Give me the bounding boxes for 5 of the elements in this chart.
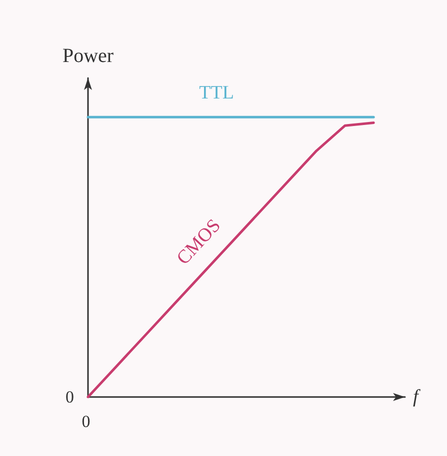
x-axis-title: f [413,386,421,408]
series-label: TTL [199,82,234,104]
text: 0 [66,388,74,406]
y-axis-title: Power [62,45,114,67]
text: 0 [82,412,90,431]
